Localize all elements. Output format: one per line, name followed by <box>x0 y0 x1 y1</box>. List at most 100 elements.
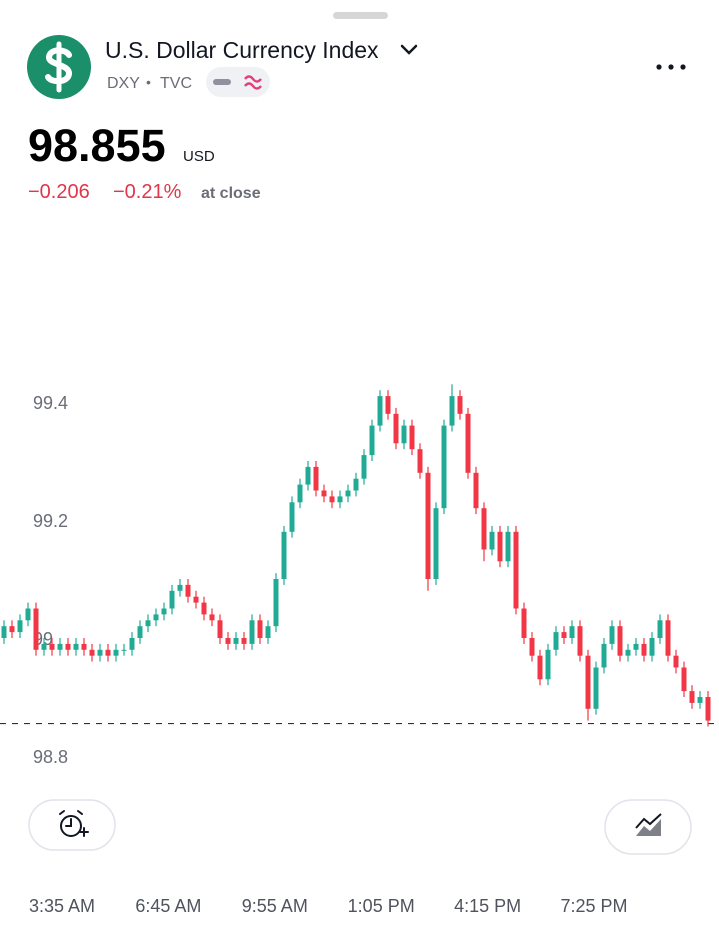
candle-body <box>17 620 23 633</box>
symbol-ticker: DXY <box>107 75 140 92</box>
candle-body <box>33 608 39 650</box>
candle-body <box>593 667 599 709</box>
candle-body <box>497 531 503 562</box>
candle-body <box>137 626 143 638</box>
candle-body <box>161 608 167 615</box>
candle-body <box>625 649 631 656</box>
y-tick-label: 99.4 <box>33 393 68 413</box>
candle-body <box>305 466 311 485</box>
candle-body <box>73 643 79 650</box>
x-tick-label: 6:45 AM <box>135 896 201 916</box>
candle-body <box>225 638 231 644</box>
status-badges[interactable] <box>206 67 270 97</box>
candle-body <box>313 466 319 491</box>
candle-body <box>153 614 159 621</box>
candle-body <box>321 490 327 497</box>
candle-body <box>521 608 527 638</box>
candle-body <box>689 691 695 703</box>
y-tick-label: 99.2 <box>33 511 68 531</box>
candle-body <box>633 643 639 650</box>
candle-body <box>193 596 199 603</box>
candle-body <box>529 638 535 656</box>
y-tick-label: 98.8 <box>33 747 68 767</box>
candle-body <box>249 620 255 644</box>
candle-body <box>457 396 463 414</box>
candle-body <box>489 531 495 550</box>
candle-body <box>409 425 415 450</box>
candle-body <box>281 531 287 579</box>
candle-body <box>1 626 7 638</box>
candle-body <box>169 590 175 609</box>
candle-body <box>265 626 271 638</box>
candle-body <box>681 667 687 692</box>
candle-body <box>241 638 247 644</box>
title-chevron[interactable] <box>400 44 418 55</box>
candle-body <box>201 602 207 615</box>
candle-body <box>105 649 111 656</box>
candle-body <box>665 620 671 656</box>
x-tick-label: 1:05 PM <box>348 896 415 916</box>
candle-body <box>145 620 151 627</box>
candle-body <box>697 697 703 703</box>
candle-body <box>129 638 135 650</box>
price: 98.855 <box>28 120 166 171</box>
candle-body <box>617 626 623 656</box>
x-tick-label: 4:15 PM <box>454 896 521 916</box>
candle-body <box>81 643 87 650</box>
candle-body <box>345 490 351 497</box>
candle-body <box>705 697 711 721</box>
candle-body <box>49 643 55 650</box>
candle-body <box>113 649 119 656</box>
candle-body <box>329 496 335 503</box>
candle-body <box>585 655 591 709</box>
candle-body <box>577 626 583 656</box>
candle-body <box>601 643 607 668</box>
candle-body <box>657 620 663 638</box>
candle-body <box>353 478 359 491</box>
candle-body <box>465 413 471 473</box>
candle-body <box>89 649 95 656</box>
candle-body <box>609 626 615 644</box>
candle-body <box>393 413 399 444</box>
chart-type-button[interactable] <box>604 799 692 855</box>
exchange: TVC <box>160 75 192 92</box>
candle-body <box>57 643 63 650</box>
candle-body <box>425 472 431 579</box>
alert-button[interactable] <box>28 799 116 851</box>
candle-body <box>289 502 295 532</box>
separator: • <box>146 74 151 90</box>
currency: USD <box>183 148 215 165</box>
candle-body <box>9 626 15 633</box>
candle-body <box>417 449 423 473</box>
candle-body <box>177 584 183 591</box>
candle-body <box>401 425 407 444</box>
x-tick-label: 3:35 AM <box>29 896 95 916</box>
candle-body <box>97 649 103 656</box>
candle-body <box>537 655 543 680</box>
candle-body <box>641 643 647 656</box>
candle-body <box>185 584 191 597</box>
candle-body <box>377 396 383 426</box>
candle-body <box>273 579 279 627</box>
more-menu[interactable] <box>656 64 686 70</box>
candle-body <box>297 484 303 503</box>
drag-handle[interactable] <box>333 12 388 19</box>
candle-body <box>569 626 575 638</box>
candle-body <box>449 396 455 426</box>
candle-body <box>481 508 487 550</box>
candle-body <box>433 508 439 579</box>
candle-body <box>673 655 679 668</box>
candle-body <box>257 620 263 638</box>
candle-body <box>233 638 239 644</box>
candle-body <box>65 643 71 650</box>
candle-body <box>361 455 367 479</box>
x-tick-label: 9:55 AM <box>242 896 308 916</box>
candle-body <box>337 496 343 503</box>
candle-body <box>649 638 655 656</box>
symbol-title[interactable]: U.S. Dollar Currency Index <box>105 37 379 63</box>
market-status: at close <box>201 185 261 202</box>
candle-body <box>441 425 447 509</box>
